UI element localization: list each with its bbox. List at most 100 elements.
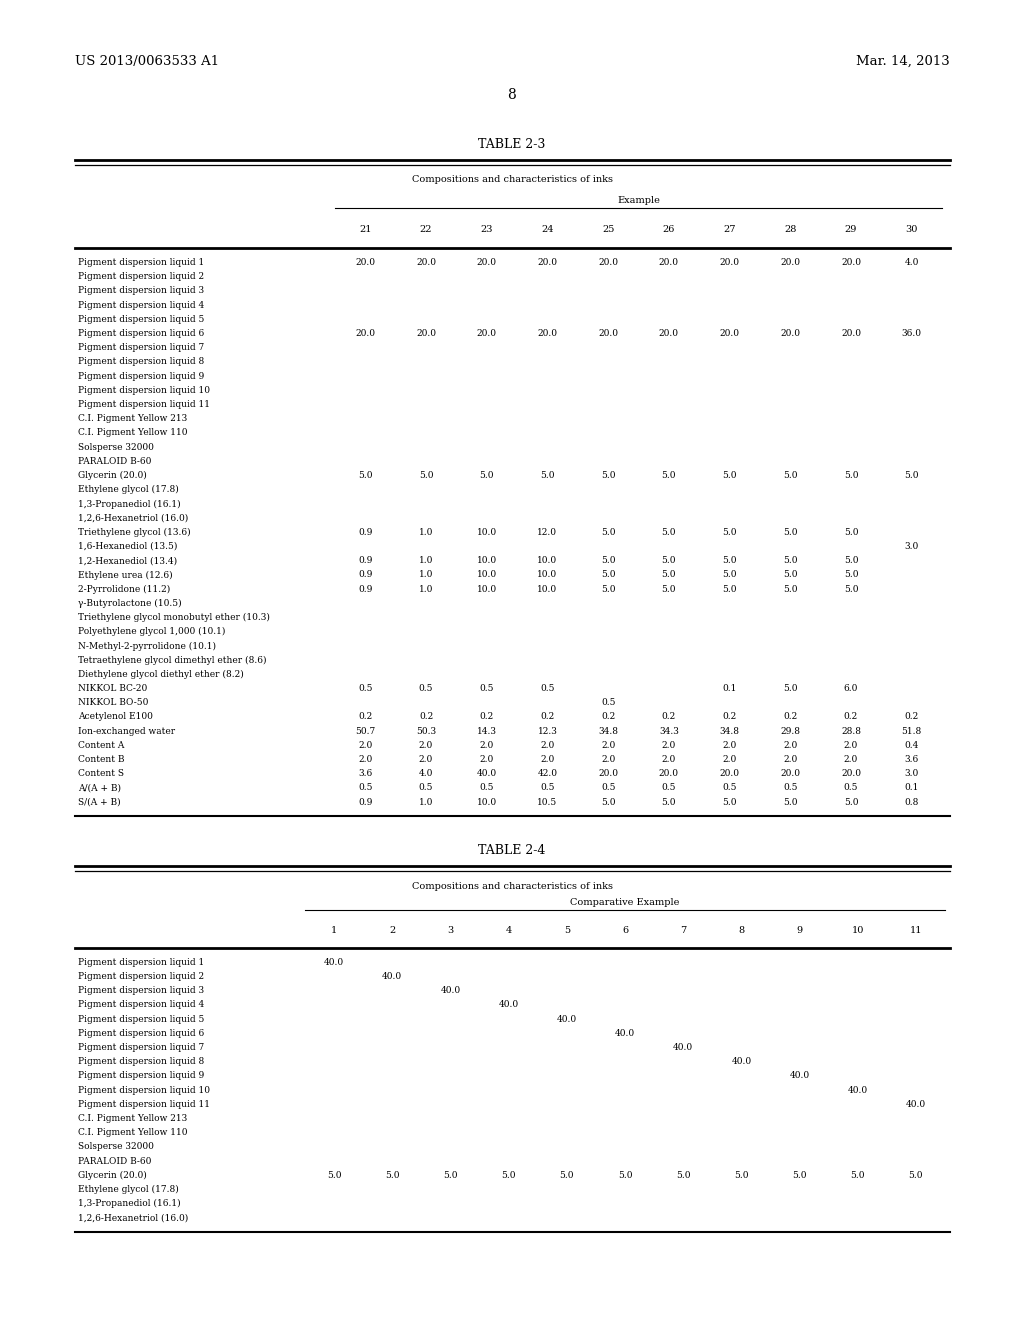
Text: 10.0: 10.0 bbox=[538, 585, 557, 594]
Text: Pigment dispersion liquid 7: Pigment dispersion liquid 7 bbox=[78, 1043, 204, 1052]
Text: 0.5: 0.5 bbox=[601, 698, 615, 708]
Text: 0.5: 0.5 bbox=[358, 684, 373, 693]
Text: 5.0: 5.0 bbox=[502, 1171, 516, 1180]
Text: 0.5: 0.5 bbox=[662, 783, 676, 792]
Text: Comparative Example: Comparative Example bbox=[570, 898, 680, 907]
Text: 5.0: 5.0 bbox=[844, 797, 858, 807]
Text: 10: 10 bbox=[852, 925, 864, 935]
Text: 20.0: 20.0 bbox=[598, 329, 618, 338]
Text: 5.0: 5.0 bbox=[385, 1171, 399, 1180]
Text: Example: Example bbox=[617, 195, 659, 205]
Text: 0.5: 0.5 bbox=[419, 783, 433, 792]
Text: 5.0: 5.0 bbox=[793, 1171, 807, 1180]
Text: 3.6: 3.6 bbox=[904, 755, 919, 764]
Text: 40.0: 40.0 bbox=[557, 1015, 577, 1023]
Text: 40.0: 40.0 bbox=[848, 1085, 867, 1094]
Text: 0.5: 0.5 bbox=[479, 783, 494, 792]
Text: 10.0: 10.0 bbox=[477, 528, 497, 537]
Text: 30: 30 bbox=[905, 224, 918, 234]
Text: 4.0: 4.0 bbox=[904, 257, 919, 267]
Text: C.I. Pigment Yellow 213: C.I. Pigment Yellow 213 bbox=[78, 1114, 187, 1123]
Text: 28.8: 28.8 bbox=[841, 726, 861, 735]
Text: 20.0: 20.0 bbox=[598, 257, 618, 267]
Text: 5.0: 5.0 bbox=[419, 471, 433, 480]
Text: 20.0: 20.0 bbox=[355, 329, 376, 338]
Text: 40.0: 40.0 bbox=[673, 1043, 693, 1052]
Text: Glycerin (20.0): Glycerin (20.0) bbox=[78, 1171, 146, 1180]
Text: 42.0: 42.0 bbox=[538, 770, 557, 779]
Text: 20.0: 20.0 bbox=[416, 257, 436, 267]
Text: N-Methyl-2-pyrrolidone (10.1): N-Methyl-2-pyrrolidone (10.1) bbox=[78, 642, 216, 651]
Text: 1.0: 1.0 bbox=[419, 585, 433, 594]
Text: 5.0: 5.0 bbox=[783, 528, 798, 537]
Text: Triethylene glycol monobutyl ether (10.3): Triethylene glycol monobutyl ether (10.3… bbox=[78, 612, 270, 622]
Text: Pigment dispersion liquid 10: Pigment dispersion liquid 10 bbox=[78, 1085, 210, 1094]
Text: 20.0: 20.0 bbox=[780, 257, 800, 267]
Text: 1,2,6-Hexanetriol (16.0): 1,2,6-Hexanetriol (16.0) bbox=[78, 1213, 188, 1222]
Text: 29: 29 bbox=[845, 224, 857, 234]
Text: 0.2: 0.2 bbox=[541, 713, 555, 722]
Text: 6: 6 bbox=[622, 925, 628, 935]
Text: 0.2: 0.2 bbox=[662, 713, 676, 722]
Text: 1.0: 1.0 bbox=[419, 570, 433, 579]
Text: 5.0: 5.0 bbox=[783, 556, 798, 565]
Text: Pigment dispersion liquid 6: Pigment dispersion liquid 6 bbox=[78, 1028, 204, 1038]
Text: Pigment dispersion liquid 4: Pigment dispersion liquid 4 bbox=[78, 301, 204, 310]
Text: 5.0: 5.0 bbox=[601, 570, 615, 579]
Text: 10.0: 10.0 bbox=[477, 585, 497, 594]
Text: 20.0: 20.0 bbox=[841, 257, 861, 267]
Text: Solsperse 32000: Solsperse 32000 bbox=[78, 1142, 154, 1151]
Text: 34.8: 34.8 bbox=[720, 726, 739, 735]
Text: PARALOID B-60: PARALOID B-60 bbox=[78, 457, 152, 466]
Text: Pigment dispersion liquid 9: Pigment dispersion liquid 9 bbox=[78, 1072, 204, 1080]
Text: Pigment dispersion liquid 5: Pigment dispersion liquid 5 bbox=[78, 1015, 205, 1023]
Text: 2.0: 2.0 bbox=[419, 755, 433, 764]
Text: 0.5: 0.5 bbox=[541, 783, 555, 792]
Text: 3.0: 3.0 bbox=[904, 543, 919, 550]
Text: 0.9: 0.9 bbox=[358, 797, 373, 807]
Text: 0.5: 0.5 bbox=[358, 783, 373, 792]
Text: 2.0: 2.0 bbox=[722, 741, 736, 750]
Text: 3.0: 3.0 bbox=[904, 770, 919, 779]
Text: 5.0: 5.0 bbox=[783, 585, 798, 594]
Text: 20.0: 20.0 bbox=[598, 770, 618, 779]
Text: Content S: Content S bbox=[78, 770, 124, 779]
Text: A/(A + B): A/(A + B) bbox=[78, 783, 121, 792]
Text: NIKKOL BC-20: NIKKOL BC-20 bbox=[78, 684, 147, 693]
Text: 11: 11 bbox=[909, 925, 923, 935]
Text: 5.0: 5.0 bbox=[722, 528, 737, 537]
Text: 36.0: 36.0 bbox=[902, 329, 922, 338]
Text: 5.0: 5.0 bbox=[662, 797, 676, 807]
Text: 1,6-Hexanediol (13.5): 1,6-Hexanediol (13.5) bbox=[78, 543, 177, 550]
Text: Pigment dispersion liquid 2: Pigment dispersion liquid 2 bbox=[78, 972, 204, 981]
Text: 20.0: 20.0 bbox=[477, 329, 497, 338]
Text: Pigment dispersion liquid 3: Pigment dispersion liquid 3 bbox=[78, 986, 204, 995]
Text: 5.0: 5.0 bbox=[443, 1171, 458, 1180]
Text: 40.0: 40.0 bbox=[324, 958, 344, 966]
Text: 40.0: 40.0 bbox=[731, 1057, 752, 1067]
Text: 10.0: 10.0 bbox=[538, 556, 557, 565]
Text: C.I. Pigment Yellow 213: C.I. Pigment Yellow 213 bbox=[78, 414, 187, 424]
Text: Content B: Content B bbox=[78, 755, 125, 764]
Text: 20.0: 20.0 bbox=[720, 257, 739, 267]
Text: 4: 4 bbox=[506, 925, 512, 935]
Text: 2: 2 bbox=[389, 925, 395, 935]
Text: 29.8: 29.8 bbox=[780, 726, 800, 735]
Text: 8: 8 bbox=[508, 88, 516, 102]
Text: Glycerin (20.0): Glycerin (20.0) bbox=[78, 471, 146, 480]
Text: 2.0: 2.0 bbox=[541, 755, 555, 764]
Text: 0.2: 0.2 bbox=[479, 713, 494, 722]
Text: 0.9: 0.9 bbox=[358, 528, 373, 537]
Text: 20.0: 20.0 bbox=[841, 770, 861, 779]
Text: 2.0: 2.0 bbox=[541, 741, 555, 750]
Text: Pigment dispersion liquid 10: Pigment dispersion liquid 10 bbox=[78, 385, 210, 395]
Text: Ethylene glycol (17.8): Ethylene glycol (17.8) bbox=[78, 486, 179, 494]
Text: 23: 23 bbox=[480, 224, 493, 234]
Text: Tetraethylene glycol dimethyl ether (8.6): Tetraethylene glycol dimethyl ether (8.6… bbox=[78, 656, 266, 665]
Text: C.I. Pigment Yellow 110: C.I. Pigment Yellow 110 bbox=[78, 1129, 187, 1138]
Text: 10.0: 10.0 bbox=[538, 570, 557, 579]
Text: Ion-exchanged water: Ion-exchanged water bbox=[78, 726, 175, 735]
Text: 1: 1 bbox=[331, 925, 337, 935]
Text: Content A: Content A bbox=[78, 741, 124, 750]
Text: 1,3-Propanediol (16.1): 1,3-Propanediol (16.1) bbox=[78, 1199, 180, 1208]
